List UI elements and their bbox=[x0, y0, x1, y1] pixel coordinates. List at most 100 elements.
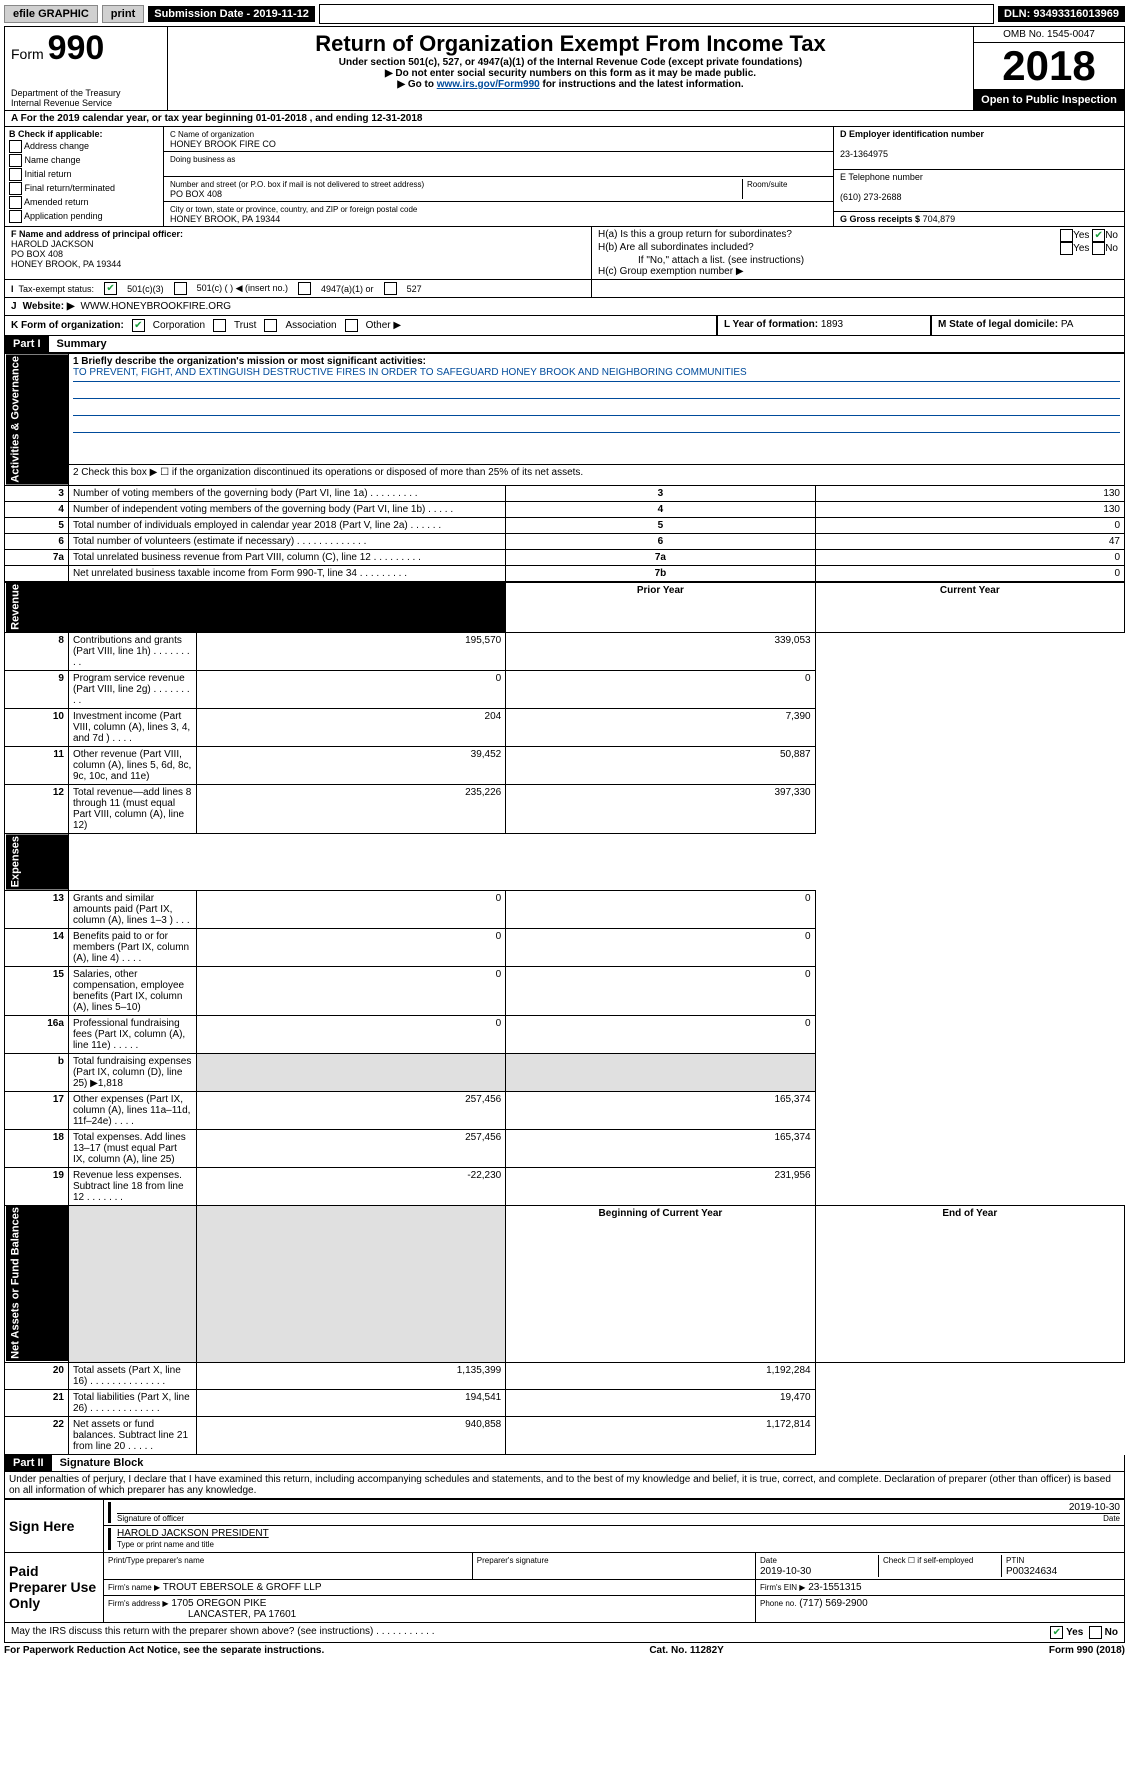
line-desc: Investment income (Part VIII, column (A)… bbox=[68, 709, 196, 747]
instructions-link[interactable]: www.irs.gov/Form990 bbox=[437, 79, 540, 90]
line-val: 130 bbox=[815, 485, 1124, 501]
part-i-tag: Part I bbox=[5, 336, 49, 352]
line-num: 21 bbox=[5, 1389, 69, 1416]
cb-address-change[interactable]: Address change bbox=[9, 140, 159, 153]
line-desc: Revenue less expenses. Subtract line 18 … bbox=[68, 1167, 196, 1205]
subtitle-2: ▶ Do not enter social security numbers o… bbox=[172, 68, 969, 79]
line-num: 22 bbox=[5, 1416, 69, 1454]
dln-label: DLN: 93493316013969 bbox=[998, 6, 1125, 22]
form-title: Return of Organization Exempt From Incom… bbox=[172, 31, 969, 57]
prior-val: 257,456 bbox=[196, 1129, 505, 1167]
line-desc: Contributions and grants (Part VIII, lin… bbox=[68, 633, 196, 671]
officer-name: HAROLD JACKSON bbox=[11, 239, 94, 249]
blank-field bbox=[319, 4, 994, 24]
cb-501c[interactable] bbox=[174, 282, 187, 295]
part-ii-header: Part II Signature Block bbox=[4, 1455, 1125, 1472]
cb-corp[interactable] bbox=[132, 319, 145, 332]
year-box: OMB No. 1545-0047 2018 Open to Public In… bbox=[973, 27, 1124, 110]
cb-assoc[interactable] bbox=[264, 319, 277, 332]
cb-final-return[interactable]: Final return/terminated bbox=[9, 182, 159, 195]
cb-501c3[interactable] bbox=[104, 282, 117, 295]
side-net: Net Assets or Fund Balances bbox=[5, 1205, 69, 1362]
ha-no[interactable] bbox=[1092, 229, 1105, 242]
line-num: 20 bbox=[5, 1362, 69, 1389]
line-val: 0 bbox=[815, 565, 1124, 581]
m-label: M State of legal domicile: bbox=[938, 319, 1058, 330]
signature-table: Sign Here 2019-10-30 Signature of office… bbox=[4, 1499, 1125, 1623]
prior-val: 0 bbox=[196, 1015, 505, 1053]
prior-val: 204 bbox=[196, 709, 505, 747]
cb-other[interactable] bbox=[345, 319, 358, 332]
subtitle-1: Under section 501(c), 527, or 4947(a)(1)… bbox=[172, 57, 969, 68]
line-num bbox=[5, 565, 69, 581]
summary-table: Activities & Governance 1 Briefly descri… bbox=[4, 353, 1125, 1455]
line-mini: 3 bbox=[506, 485, 815, 501]
box-h: H(a) Is this a group return for subordin… bbox=[591, 227, 1124, 279]
side-revenue: Revenue bbox=[5, 582, 69, 633]
cb-initial-return[interactable]: Initial return bbox=[9, 168, 159, 181]
line-num: 16a bbox=[5, 1015, 69, 1053]
line-num: 15 bbox=[5, 966, 69, 1015]
perjury-text: Under penalties of perjury, I declare th… bbox=[4, 1472, 1125, 1499]
line-val: 130 bbox=[815, 501, 1124, 517]
ha-label: H(a) Is this a group return for subordin… bbox=[598, 229, 792, 242]
m-value: PA bbox=[1061, 319, 1074, 330]
ein-value: 23-1364975 bbox=[840, 149, 888, 159]
hb-yes[interactable] bbox=[1060, 242, 1073, 255]
form-prefix: Form bbox=[11, 46, 44, 62]
dept-label: Department of the Treasury Internal Reve… bbox=[11, 88, 161, 108]
discuss-no[interactable] bbox=[1089, 1626, 1102, 1639]
line-desc: Number of independent voting members of … bbox=[68, 501, 505, 517]
self-emp-label: Check ☐ if self-employed bbox=[883, 1556, 973, 1565]
line-val: 47 bbox=[815, 533, 1124, 549]
hb-no[interactable] bbox=[1092, 242, 1105, 255]
hb-label: H(b) Are all subordinates included? bbox=[598, 242, 754, 255]
curr-val: 50,887 bbox=[506, 747, 815, 785]
form-number-box: Form 990 Department of the Treasury Inte… bbox=[5, 27, 168, 110]
efile-button[interactable]: efile GRAPHIC bbox=[4, 5, 98, 23]
mission-text: TO PREVENT, FIGHT, AND EXTINGUISH DESTRU… bbox=[73, 367, 1120, 382]
discuss-text: May the IRS discuss this return with the… bbox=[11, 1626, 435, 1639]
row-fh: F Name and address of principal officer:… bbox=[4, 227, 1125, 280]
cb-amended[interactable]: Amended return bbox=[9, 196, 159, 209]
firm-phone: (717) 569-2900 bbox=[799, 1598, 867, 1609]
opt-assoc: Association bbox=[285, 320, 336, 331]
prior-val: 0 bbox=[196, 928, 505, 966]
line-val: 0 bbox=[815, 549, 1124, 565]
cb-pending[interactable]: Application pending bbox=[9, 210, 159, 223]
prior-val: 235,226 bbox=[196, 785, 505, 834]
line-desc: Total number of volunteers (estimate if … bbox=[68, 533, 505, 549]
line-desc: Total liabilities (Part X, line 26) . . … bbox=[68, 1389, 196, 1416]
line-num: 6 bbox=[5, 533, 69, 549]
preparer-name-label: Print/Type preparer's name bbox=[108, 1556, 204, 1565]
prior-val: 940,858 bbox=[196, 1416, 505, 1454]
cb-527[interactable] bbox=[384, 282, 397, 295]
firm-addr-label: Firm's address ▶ bbox=[108, 1599, 169, 1608]
curr-val: 1,192,284 bbox=[506, 1362, 815, 1389]
gross-label: G Gross receipts $ bbox=[840, 214, 920, 224]
side-expenses: Expenses bbox=[5, 834, 69, 890]
discuss-yes[interactable] bbox=[1050, 1626, 1063, 1639]
line-desc: Professional fundraising fees (Part IX, … bbox=[68, 1015, 196, 1053]
curr-val: 0 bbox=[506, 890, 815, 928]
org-name: HONEY BROOK FIRE CO bbox=[170, 139, 276, 149]
prep-date: 2019-10-30 bbox=[760, 1566, 811, 1577]
line-mini: 7a bbox=[506, 549, 815, 565]
ha-yes[interactable] bbox=[1060, 229, 1073, 242]
print-button[interactable]: print bbox=[102, 5, 144, 23]
cb-4947[interactable] bbox=[298, 282, 311, 295]
line-desc: Total unrelated business revenue from Pa… bbox=[68, 549, 505, 565]
opt-trust: Trust bbox=[234, 320, 256, 331]
prior-val: -22,230 bbox=[196, 1167, 505, 1205]
cb-name-change[interactable]: Name change bbox=[9, 154, 159, 167]
date-label: Date bbox=[1103, 1514, 1120, 1523]
line-num: 17 bbox=[5, 1091, 69, 1129]
opt-corp: Corporation bbox=[153, 320, 205, 331]
addr-label: Number and street (or P.O. box if mail i… bbox=[170, 180, 424, 189]
line-desc: Net unrelated business taxable income fr… bbox=[68, 565, 505, 581]
prior-val: 257,456 bbox=[196, 1091, 505, 1129]
officer-addr1: PO BOX 408 bbox=[11, 249, 63, 259]
cb-trust[interactable] bbox=[213, 319, 226, 332]
firm-ein: 23-1551315 bbox=[808, 1582, 861, 1593]
footer-left: For Paperwork Reduction Act Notice, see … bbox=[4, 1645, 324, 1656]
